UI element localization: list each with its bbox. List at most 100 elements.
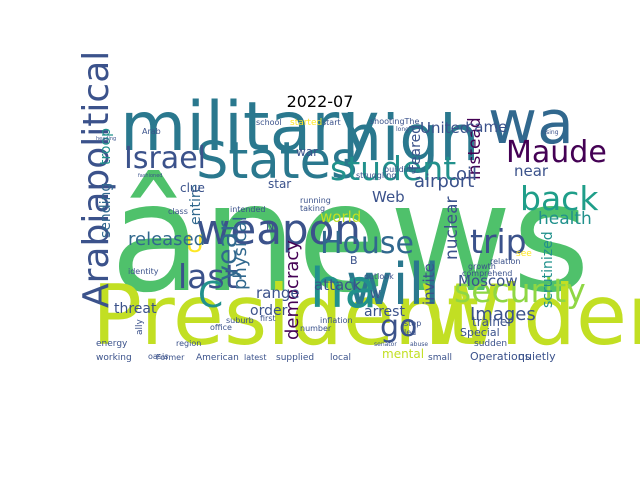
word-3: military (120, 88, 379, 167)
word-82: comprehend (462, 269, 512, 278)
word-73: Arab (142, 127, 161, 136)
word-85: inflation (320, 316, 353, 325)
word-20: year (212, 220, 243, 281)
word-26: physical (230, 216, 251, 290)
word-8: States (196, 132, 358, 191)
word-53: Special (460, 326, 500, 339)
word-100: fashioned (138, 173, 162, 179)
word-96: rising (542, 129, 559, 136)
word-94: senator (374, 341, 397, 348)
word-38: Moscow (458, 272, 518, 290)
word-62: American (196, 353, 239, 363)
cloud-background (80, 120, 576, 368)
word-0: ânews (110, 152, 590, 326)
word-44: sending (98, 183, 114, 238)
word-31: came (466, 118, 507, 136)
word-24: health (538, 209, 592, 229)
word-93: abuse (410, 341, 428, 348)
word-59: local (330, 353, 351, 363)
word-49: war (296, 145, 318, 159)
word-97: N (266, 220, 274, 233)
word-70: started (290, 118, 322, 128)
word-75: struggling (356, 171, 396, 180)
word-84: number (300, 324, 332, 333)
word-87: suburb (226, 316, 254, 325)
word-29: instead (465, 117, 485, 180)
word-47: scrutinized (540, 231, 556, 308)
word-55: sudden (474, 339, 507, 349)
word-52: mental (382, 347, 424, 361)
word-28: nuclear (442, 197, 462, 260)
word-14: back (520, 179, 599, 218)
word-76: running (300, 196, 331, 205)
word-46: entire (188, 184, 204, 225)
word-19: go (380, 309, 417, 344)
word-69: school (256, 118, 282, 127)
word-79: see (516, 249, 532, 259)
word-10: Arabiapolitical (76, 51, 117, 308)
word-99: B (350, 254, 358, 267)
word-60: supplied (276, 353, 314, 363)
word-61: latest (244, 353, 267, 362)
word-9: weapon (196, 205, 361, 254)
word-66: region (176, 339, 201, 348)
word-21: C (198, 275, 223, 316)
word-86: first (260, 314, 276, 323)
word-71: start (322, 118, 341, 127)
word-35: world (320, 208, 361, 226)
word-40: arrest (364, 304, 405, 320)
word-51: clue (180, 181, 205, 195)
word-4: high (342, 102, 479, 175)
word-18: last (178, 257, 238, 296)
word-27: democracy (282, 240, 303, 340)
word-64: working (96, 353, 132, 363)
word-37: invite (420, 263, 438, 305)
word-39: attack (314, 276, 361, 294)
chart-title: 2022-07 (286, 92, 354, 111)
word-41: range (256, 284, 300, 302)
word-36: Web (372, 188, 405, 206)
word-78: building (384, 165, 416, 174)
word-72: shootingThe (370, 117, 419, 126)
word-80: growth (468, 262, 496, 271)
word-32: near (514, 162, 549, 180)
word-77: taking (300, 204, 325, 213)
word-43: threat (114, 301, 157, 317)
word-98: W (370, 288, 381, 301)
word-7: ha (310, 257, 377, 320)
word-15: security (454, 271, 586, 310)
word-68: ally (135, 318, 145, 335)
word-54: trainer (472, 315, 512, 329)
word-50: star (268, 177, 291, 191)
word-34: oil (456, 164, 477, 185)
word-57: quietly (518, 350, 556, 363)
word-92: led (404, 328, 416, 337)
word-91: stop (404, 319, 421, 328)
word-48: feared (408, 125, 424, 170)
word-25: released (128, 229, 205, 250)
word-30: United (420, 119, 469, 137)
word-2: Widen (420, 267, 640, 364)
word-1: President (92, 267, 479, 364)
word-45: troop (98, 128, 114, 165)
word-88: class (168, 207, 188, 216)
word-67: office (210, 323, 232, 332)
word-74: intended (230, 205, 266, 214)
word-11: student (330, 149, 456, 188)
word-83: outlook (364, 272, 394, 281)
word-12: Israel (124, 141, 206, 176)
word-6: will (346, 252, 440, 318)
word-22: U (186, 230, 204, 258)
word-5: wa (488, 88, 574, 158)
word-90: oasis (148, 352, 168, 361)
word-16: trip (470, 222, 527, 261)
word-42: order (250, 303, 288, 319)
word-89: identity (128, 267, 159, 276)
word-63: Former (156, 353, 185, 362)
word-81: relation (490, 257, 520, 266)
word-17: House (320, 226, 414, 261)
word-33: airport (414, 171, 474, 192)
word-101: heading (96, 136, 116, 142)
